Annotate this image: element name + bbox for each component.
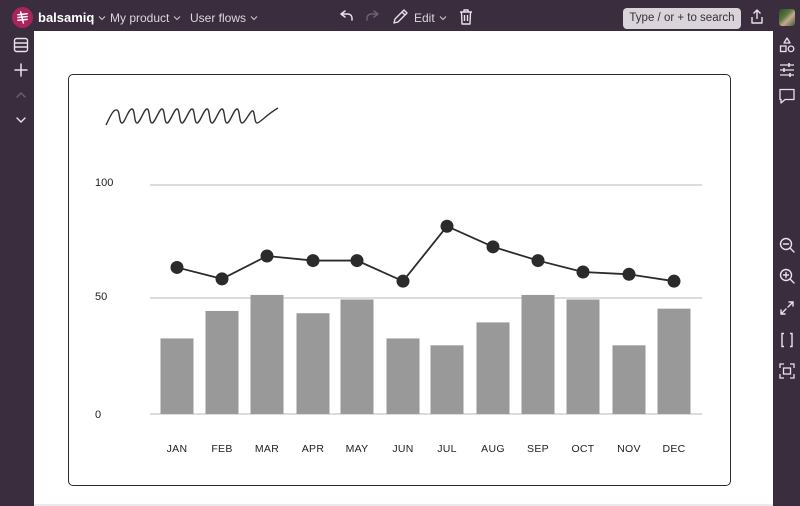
chart-area — [105, 107, 702, 415]
x-label-apr: APR — [301, 443, 325, 455]
bar-dec — [657, 308, 691, 414]
left-toolbar — [0, 34, 34, 506]
x-label-sep: SEP — [527, 443, 549, 455]
user-avatar[interactable] — [779, 9, 795, 26]
properties-icon[interactable] — [778, 61, 796, 79]
line-point-apr — [306, 254, 320, 268]
comment-icon[interactable] — [778, 87, 796, 105]
wireframe-canvas[interactable]: 100 50 0 JAN FEB MAR APR MAY JUN JUL AUG SEP OCT N… — [34, 31, 773, 504]
bar-jun — [386, 338, 420, 414]
bar-feb — [205, 310, 239, 414]
expand-icon[interactable] — [778, 299, 796, 317]
line-point-may — [350, 254, 364, 268]
page-menu[interactable]: User flows — [190, 11, 258, 25]
list-icon[interactable] — [12, 36, 30, 54]
x-label-jun: JUN — [392, 443, 414, 455]
chevron-down-icon — [173, 16, 181, 21]
pencil-icon[interactable] — [391, 8, 409, 26]
top-toolbar: balsamiq My product User flows Edit Type… — [0, 0, 800, 34]
project-name: My product — [110, 11, 170, 25]
bar-may — [340, 299, 374, 414]
redo-icon[interactable] — [364, 8, 382, 26]
squiggle-title — [105, 107, 279, 126]
x-label-jul: JUL — [437, 443, 457, 455]
bar-sep — [521, 294, 555, 414]
edit-menu[interactable]: Edit — [414, 11, 447, 25]
bar-aug — [476, 322, 510, 414]
zoom-in-icon[interactable] — [778, 267, 796, 285]
canvas-bottom-edge — [34, 504, 773, 506]
line-series — [170, 219, 681, 288]
x-label-jan: JAN — [166, 443, 188, 455]
line-point-sep — [531, 254, 545, 268]
line-point-aug — [486, 240, 500, 254]
share-icon[interactable] — [748, 8, 766, 26]
brand-name: balsamiq — [38, 10, 95, 25]
line-point-jun — [396, 274, 410, 288]
line-point-mar — [260, 249, 274, 263]
fit-screen-icon[interactable] — [778, 362, 796, 380]
chevron-down-icon — [250, 16, 258, 21]
undo-icon[interactable] — [337, 8, 355, 26]
y-tick-100: 100 — [95, 177, 114, 189]
chevron-down-icon[interactable] — [12, 111, 30, 129]
x-label-may: MAY — [345, 443, 369, 455]
logo-glyph-icon — [17, 11, 28, 24]
bar-mar — [250, 294, 284, 414]
line-point-oct — [576, 265, 590, 279]
bar-nov — [612, 345, 646, 414]
x-label-nov: NOV — [617, 443, 641, 455]
y-tick-0: 0 — [95, 409, 102, 421]
bar-jul — [430, 345, 464, 414]
line-point-feb — [215, 272, 229, 286]
balsamiq-logo-icon[interactable] — [12, 7, 33, 28]
brand-menu[interactable]: balsamiq — [38, 10, 106, 25]
trash-icon[interactable] — [457, 8, 475, 26]
chevron-up-icon[interactable] — [12, 86, 30, 104]
right-toolbar — [773, 34, 800, 506]
x-label-dec: DEC — [662, 443, 686, 455]
chart-wireframe[interactable] — [68, 74, 731, 486]
zoom-out-icon[interactable] — [778, 236, 796, 254]
bar-series — [160, 294, 691, 414]
x-label-mar: MAR — [254, 443, 280, 455]
page-name: User flows — [190, 11, 247, 25]
x-label-feb: FEB — [211, 443, 233, 455]
x-label-aug: AUG — [481, 443, 505, 455]
edit-label: Edit — [414, 11, 435, 25]
project-menu[interactable]: My product — [110, 11, 181, 25]
y-tick-50: 50 — [95, 291, 108, 303]
line-point-nov — [622, 267, 636, 281]
chevron-down-icon — [98, 15, 106, 20]
shapes-icon[interactable] — [778, 36, 796, 54]
bar-oct — [566, 299, 600, 414]
line-point-dec — [667, 274, 681, 288]
x-label-oct: OCT — [571, 443, 595, 455]
line-point-jan — [170, 260, 184, 274]
add-icon[interactable] — [12, 61, 30, 79]
chevron-down-icon — [439, 16, 447, 21]
brackets-icon[interactable] — [778, 331, 796, 349]
bar-apr — [296, 313, 330, 414]
bar-jan — [160, 338, 194, 414]
line-point-jul — [440, 219, 454, 233]
search-input[interactable]: Type / or + to search — [623, 8, 741, 29]
